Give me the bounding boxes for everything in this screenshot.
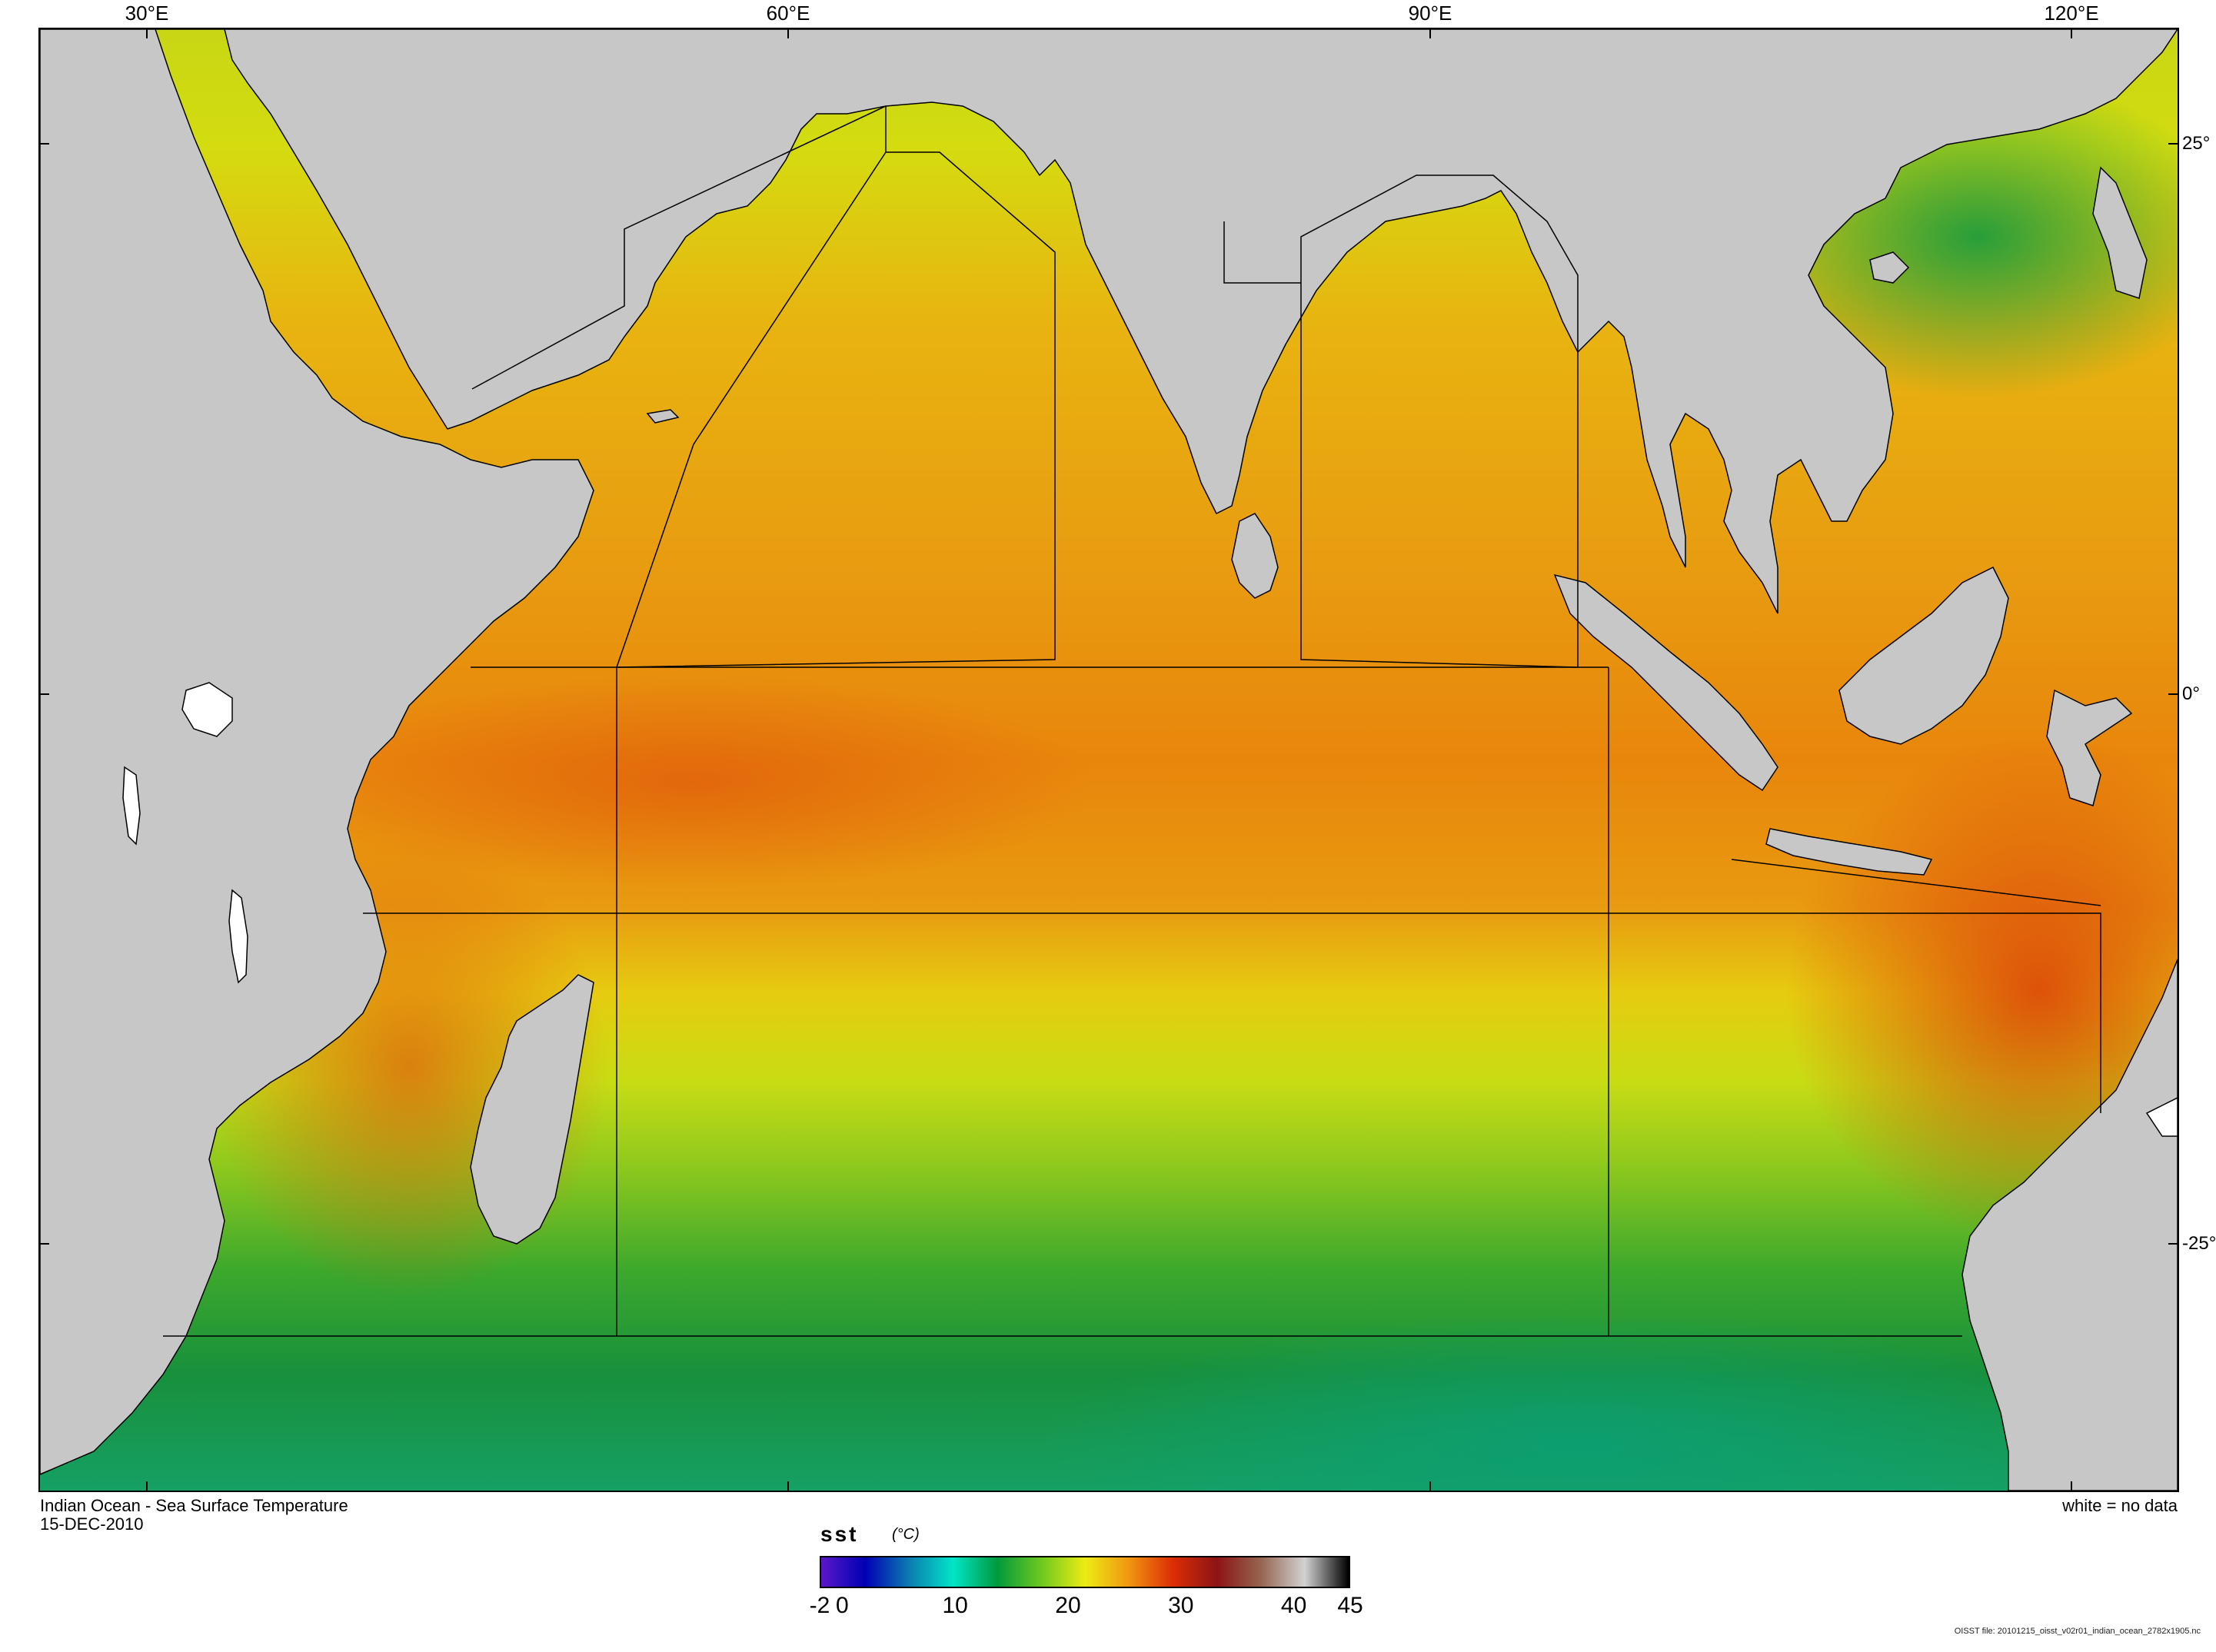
land-madagascar bbox=[470, 974, 594, 1245]
land-hainan bbox=[1869, 251, 1910, 284]
land-socotra bbox=[646, 409, 680, 424]
land-africa-east-coast bbox=[40, 29, 594, 1475]
tick-bottom-30e bbox=[146, 1481, 148, 1492]
map-date: 15-DEC-2010 bbox=[40, 1514, 144, 1534]
lon-label-60e: 60°E bbox=[766, 2, 810, 25]
tick-top-120e bbox=[2071, 28, 2072, 38]
tick-top-90e bbox=[1429, 28, 1431, 38]
colorbar-variable-label: sst bbox=[820, 1522, 859, 1546]
no-data-western-australia bbox=[2145, 1097, 2178, 1137]
lat-label-25n: 25° bbox=[2182, 133, 2211, 154]
lat-label-25s: -25° bbox=[2182, 1233, 2216, 1254]
land-masses bbox=[40, 29, 2178, 1491]
boundary-arabian-sea bbox=[471, 105, 887, 390]
colorbar-tick-label: 10 bbox=[942, 1593, 968, 1618]
no-data-lake-tanganyika bbox=[122, 766, 141, 846]
land-borneo bbox=[1838, 566, 2009, 745]
colorbar-tick-label: 0 bbox=[836, 1593, 849, 1618]
tick-top-60e bbox=[787, 28, 789, 38]
colorbar-tick-label: 30 bbox=[1168, 1593, 1194, 1618]
land-sri-lanka bbox=[1231, 513, 1279, 599]
tick-bottom-90e bbox=[1429, 1481, 1431, 1492]
sst-map-canvas bbox=[40, 29, 2178, 1491]
tick-left-25n bbox=[38, 143, 49, 145]
tick-right-25n bbox=[2168, 143, 2179, 145]
land-philippines bbox=[2092, 166, 2148, 299]
boundary-indonesia-west bbox=[1731, 859, 2101, 906]
colorbar-tick-label: 40 bbox=[1280, 1593, 1307, 1618]
boundary-south-line bbox=[363, 912, 2101, 1113]
region-boundaries bbox=[163, 105, 2101, 1337]
tick-right-25s bbox=[2168, 1243, 2179, 1245]
cool-southern-ocean bbox=[1040, 1313, 2116, 1491]
lat-label-equator: 0° bbox=[2182, 683, 2200, 704]
tick-top-30e bbox=[146, 28, 148, 38]
tick-left-25s bbox=[38, 1243, 49, 1245]
land-africa-asia bbox=[40, 29, 2178, 614]
tick-bottom-60e bbox=[787, 1481, 789, 1492]
sst-map bbox=[38, 28, 2179, 1492]
no-data-legend-note: white = no data bbox=[2062, 1496, 2178, 1515]
land-sulawesi bbox=[2046, 689, 2133, 806]
lon-label-30e: 30°E bbox=[125, 2, 169, 25]
land-australia bbox=[1961, 959, 2178, 1491]
tick-bottom-120e bbox=[2071, 1481, 2072, 1492]
source-file-note: OISST file: 20101215_oisst_v02r01_indian… bbox=[1954, 1627, 2201, 1636]
no-data-lake-victoria bbox=[181, 682, 233, 737]
colorbar-units-label: (°C) bbox=[892, 1526, 920, 1543]
warm-band-west bbox=[294, 675, 1093, 890]
lon-label-90e: 90°E bbox=[1408, 2, 1452, 25]
lon-label-120e: 120°E bbox=[2044, 2, 2099, 25]
colorbar-tick-label: -2 bbox=[809, 1593, 830, 1618]
land-java bbox=[1765, 828, 1933, 876]
no-data-areas bbox=[122, 682, 2178, 1137]
no-data-lake-malawi bbox=[228, 889, 248, 984]
tick-right-equator bbox=[2168, 693, 2179, 695]
map-title: Indian Ocean - Sea Surface Temperature bbox=[40, 1496, 348, 1515]
colorbar-gradient bbox=[820, 1556, 1350, 1588]
boundary-bay-of-bengal bbox=[1223, 175, 1579, 668]
land-sumatra bbox=[1553, 573, 1778, 792]
colorbar-tick-label: 20 bbox=[1055, 1593, 1081, 1618]
colorbar-tick-label: 45 bbox=[1337, 1593, 1363, 1618]
tick-left-equator bbox=[38, 693, 49, 695]
boundary-arabian-inner bbox=[615, 106, 1056, 668]
